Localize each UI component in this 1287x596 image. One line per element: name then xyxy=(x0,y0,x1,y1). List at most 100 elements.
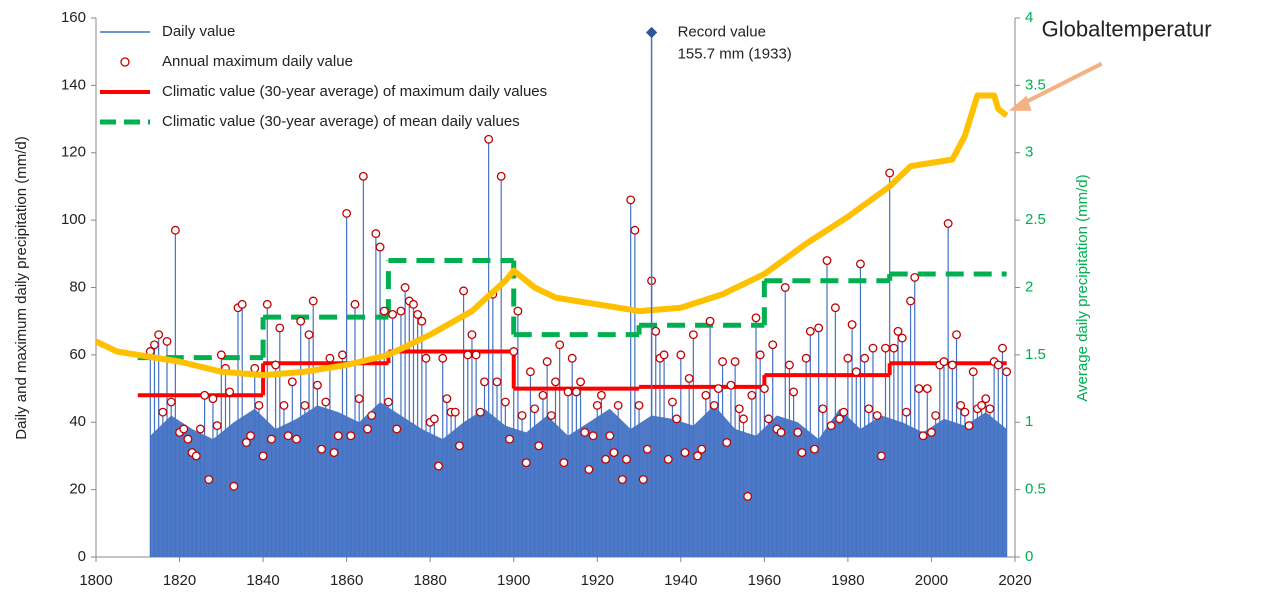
annual-max-marker xyxy=(885,168,895,178)
annual-max-marker xyxy=(346,431,356,441)
annual-max-marker xyxy=(300,400,310,410)
annual-max-marker xyxy=(751,313,761,323)
annual-max-marker xyxy=(162,336,172,346)
annual-max-marker xyxy=(713,384,723,394)
x-tick-label: 1820 xyxy=(163,572,196,589)
annual-max-marker xyxy=(584,464,594,474)
annual-max-marker xyxy=(952,330,961,340)
annual-max-marker xyxy=(329,448,339,458)
annual-max-marker xyxy=(630,225,640,235)
annual-max-marker xyxy=(287,377,297,387)
annual-max-marker xyxy=(872,411,882,420)
annual-max-marker xyxy=(956,400,966,410)
annual-max-marker xyxy=(262,299,272,309)
annual-max-marker xyxy=(839,407,849,417)
annual-max-marker xyxy=(693,451,702,461)
annual-max-marker xyxy=(964,421,974,431)
annual-max-marker xyxy=(730,357,740,367)
temperature-label: Globaltemperatur xyxy=(1042,17,1212,42)
annual-max-marker xyxy=(847,320,857,330)
annual-max-marker xyxy=(308,296,318,306)
annual-max-marker xyxy=(743,491,753,501)
annual-max-marker xyxy=(212,421,222,431)
annual-max-marker xyxy=(513,306,523,316)
annual-max-marker xyxy=(835,414,845,424)
annual-max-marker xyxy=(321,397,331,407)
annual-max-marker xyxy=(304,330,314,340)
annual-max-marker xyxy=(759,384,769,394)
annual-max-marker xyxy=(555,340,565,350)
annual-max-marker xyxy=(467,330,477,340)
annual-max-marker xyxy=(517,411,527,420)
annual-max-marker xyxy=(459,286,469,296)
annual-max-marker xyxy=(379,306,389,316)
annual-max-marker xyxy=(805,326,815,336)
annual-max-marker xyxy=(601,454,611,464)
annual-max-marker xyxy=(889,343,899,353)
annual-max-marker xyxy=(927,427,936,437)
annual-max-marker xyxy=(229,481,239,491)
annual-max-marker xyxy=(417,316,427,326)
annual-max-marker xyxy=(216,350,226,360)
annual-max-marker xyxy=(701,390,711,400)
annual-max-marker xyxy=(768,340,778,350)
annual-max-marker xyxy=(998,343,1007,353)
annual-max-marker xyxy=(801,353,811,363)
annual-max-marker xyxy=(154,330,164,340)
annual-max-marker xyxy=(876,451,886,461)
annual-max-marker xyxy=(739,414,748,424)
annual-max-marker xyxy=(454,441,464,451)
annual-max-marker xyxy=(396,306,406,316)
annual-max-marker xyxy=(947,360,957,370)
label-arrow xyxy=(1013,61,1103,110)
record-marker xyxy=(645,26,658,39)
annual-max-marker xyxy=(897,333,907,343)
annual-max-marker xyxy=(342,208,352,218)
annual-max-marker xyxy=(622,454,631,464)
legend-label: Annual maximum daily value xyxy=(162,53,353,70)
x-tick-label: 1940 xyxy=(664,572,697,589)
y2-tick-label: 3 xyxy=(1025,144,1033,161)
annual-max-marker xyxy=(434,461,443,471)
y-axis-label: Daily and maximum daily precipitation (m… xyxy=(13,136,30,439)
legend-label: Daily value xyxy=(162,23,235,40)
annual-max-marker xyxy=(943,219,953,228)
x-tick-label: 1840 xyxy=(246,572,279,589)
annual-max-marker xyxy=(810,444,819,454)
annual-max-marker xyxy=(241,438,251,447)
annual-max-marker xyxy=(922,384,932,394)
x-tick-label: 1900 xyxy=(497,572,530,589)
annual-max-marker xyxy=(392,424,402,434)
record-label: Record value xyxy=(678,23,766,40)
annual-max-marker xyxy=(651,326,661,336)
record-label: 155.7 mm (1933) xyxy=(678,45,792,62)
annual-max-marker xyxy=(475,407,485,417)
y2-tick-label: 1 xyxy=(1025,413,1033,430)
arrow-head xyxy=(1008,95,1032,111)
annual-max-marker xyxy=(617,475,627,484)
x-tick-label: 1860 xyxy=(330,572,363,589)
annual-max-marker xyxy=(283,431,293,441)
annual-max-marker xyxy=(855,259,865,269)
annual-max-marker xyxy=(939,357,949,367)
legend-label: Climatic value (30-year average) of mean… xyxy=(162,113,520,130)
annual-max-marker xyxy=(697,444,707,454)
annual-max-marker xyxy=(534,441,544,451)
annual-max-marker xyxy=(296,316,306,326)
temperature-line xyxy=(94,92,1009,379)
annual-max-marker xyxy=(530,404,540,414)
annual-max-marker xyxy=(705,316,715,326)
y2-tick-label: 0 xyxy=(1025,548,1033,565)
annual-max-marker xyxy=(546,411,556,420)
y-tick-label: 100 xyxy=(61,211,86,228)
annual-max-marker xyxy=(747,390,757,400)
annual-max-marker xyxy=(793,427,803,437)
y2-tick-label: 2.5 xyxy=(1025,211,1046,228)
annual-max-marker xyxy=(960,407,970,417)
annual-max-marker xyxy=(718,357,728,367)
x-tick-label: 1880 xyxy=(413,572,446,589)
annual-max-marker xyxy=(609,448,619,458)
annual-max-marker xyxy=(492,377,502,387)
annual-max-marker xyxy=(246,431,256,441)
x-tick-label: 1960 xyxy=(748,572,781,589)
